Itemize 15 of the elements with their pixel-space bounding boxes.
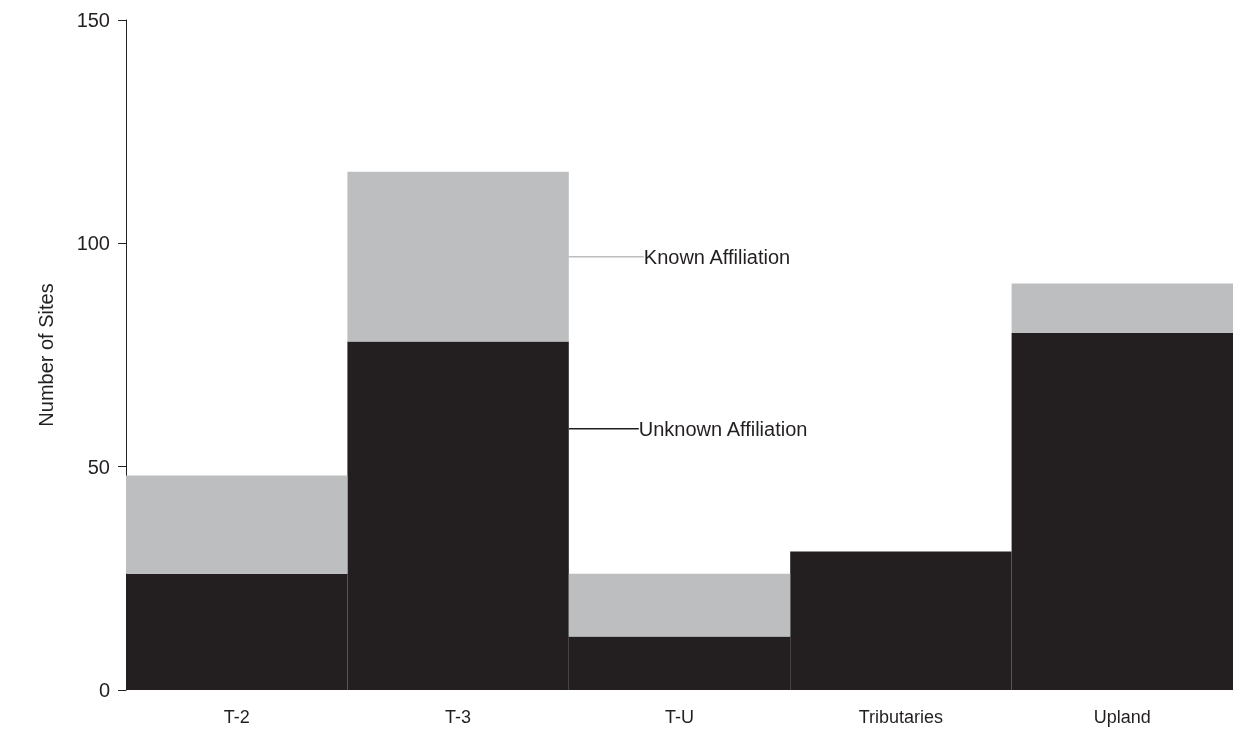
bar bbox=[568, 573, 791, 637]
y-tick-label: 0 bbox=[98, 679, 110, 701]
x-tick-label: Tributaries bbox=[858, 707, 944, 727]
x-tick-label: T-2 bbox=[223, 707, 250, 727]
x-tick-label: Upland bbox=[1093, 707, 1151, 727]
legend-label: Known Affiliation bbox=[643, 245, 791, 268]
bar bbox=[1011, 283, 1233, 333]
y-tick-label: 100 bbox=[76, 232, 110, 255]
x-tick-label: T-3 bbox=[445, 707, 472, 727]
y-tick-label: 150 bbox=[76, 9, 110, 31]
y-tick-label: 50 bbox=[87, 455, 110, 478]
x-tick-label: T-U bbox=[665, 707, 694, 727]
legend-label: Unknown Affiliation bbox=[638, 417, 808, 440]
bar bbox=[126, 475, 348, 574]
y-axis-title: Number of Sites bbox=[35, 283, 57, 427]
